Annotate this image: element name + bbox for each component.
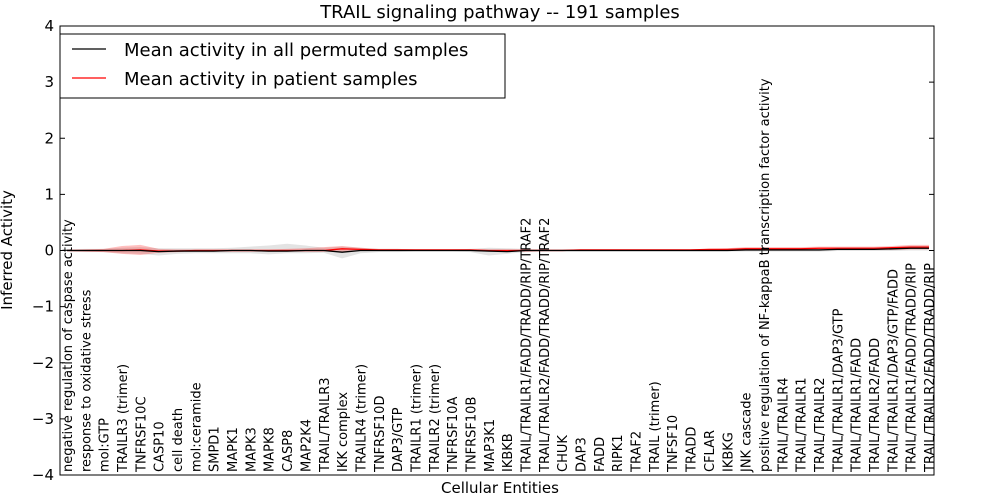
y-tick-label: −2: [32, 354, 54, 372]
x-category-label: cell death: [171, 408, 186, 472]
x-category-label: TRAIL/TRAILR1/DAP3/GTP: [831, 308, 846, 473]
x-category-label: TRAIL/TRAILR2/FADD: [868, 338, 883, 473]
x-category-label: TRAILR1 (trimer): [409, 364, 424, 473]
x-category-label: TRAIL (trimer): [648, 381, 663, 473]
x-category-label: TNFRSF10A: [446, 397, 461, 473]
x-category-label: TRAILR2 (trimer): [428, 364, 443, 473]
lines-group: [67, 246, 929, 253]
x-category-label: TRAIL/TRAILR1/FADD/TRADD/RIP/TRAF2: [520, 218, 535, 473]
legend-box: [59, 33, 506, 99]
x-category-label: MAP2K4: [299, 419, 314, 472]
x-category-label: DAP3: [575, 437, 590, 472]
x-category-label: MAPK8: [263, 427, 278, 472]
x-category-label: TRAILR3 (trimer): [116, 364, 131, 473]
legend-label-permuted: Mean activity in all permuted samples: [124, 40, 468, 61]
x-category-label: mol:GTP: [98, 418, 113, 472]
x-category-label: SMPD1: [208, 426, 223, 472]
x-category-label: TRAIL/TRAILR3: [318, 377, 333, 473]
x-category-label: IKK complex: [336, 392, 351, 472]
y-tick-label: 2: [44, 129, 54, 147]
x-category-label: TRAIL/TRAILR1: [795, 377, 810, 473]
x-category-label: TRADD: [685, 427, 700, 473]
x-category-label: positive regulation of NF-kappaB transcr…: [758, 78, 773, 472]
x-category-label: DAP3/GTP: [391, 407, 406, 472]
y-tick-label: −3: [32, 410, 54, 428]
x-category-label: TNFSF10: [666, 415, 681, 473]
y-tick-label: 0: [44, 242, 54, 260]
chart-title: TRAIL signaling pathway -- 191 samples: [319, 2, 680, 23]
x-category-label: CASP10: [153, 421, 168, 472]
x-category-label: CASP8: [281, 430, 296, 472]
x-category-label: TNFRSF10D: [373, 396, 388, 473]
x-category-label: CHUK: [556, 435, 571, 472]
x-category-label: TRAIL/TRAILR2/FADD/TRADD/RIP/TRAF2: [538, 218, 553, 473]
x-category-label: CFLAR: [703, 430, 718, 472]
x-category-label: MAPK1: [226, 427, 241, 472]
x-category-label: TRAIL/TRAILR2/FADD/TRADD/RIP: [923, 263, 938, 473]
y-tick-label: 1: [44, 185, 54, 203]
x-category-label: MAPK3: [244, 427, 259, 472]
x-category-label: negative regulation of caspase activity: [61, 219, 76, 472]
y-axis-label: Inferred Activity: [0, 190, 16, 310]
x-category-label: mol:ceramide: [189, 382, 204, 472]
x-category-label: TRAIL/TRAILR1/FADD: [850, 338, 865, 473]
x-category-label: TRAIL/TRAILR4: [776, 377, 791, 473]
y-tick-label: 3: [44, 73, 54, 91]
x-category-label: TNFRSF10C: [134, 396, 149, 473]
y-tick-label: −1: [32, 298, 54, 316]
series-line-permuted: [67, 247, 929, 253]
x-category-label: TRAILR4 (trimer): [354, 364, 369, 473]
y-ticks-group: −4 −3 −2 −1 0 1 2 3 4: [32, 17, 934, 484]
x-axis-label: Cellular Entities: [441, 479, 559, 497]
legend-label-patient: Mean activity in patient samples: [124, 69, 418, 90]
x-category-label: MAP3K1: [483, 419, 498, 472]
x-category-label: JNK cascade: [740, 393, 755, 473]
x-category-label: response to oxidative stress: [79, 289, 94, 472]
x-labels-group: negative regulation of caspase activity r…: [61, 78, 938, 473]
x-category-label: RIPK1: [611, 434, 626, 472]
y-tick-label: 4: [44, 17, 54, 35]
x-category-label: IKBKB: [501, 433, 516, 472]
x-category-label: TRAIL/TRAILR2: [813, 377, 828, 473]
legend: Mean activity in all permuted samples Me…: [59, 33, 506, 99]
x-category-label: TRAF2: [630, 431, 645, 473]
x-category-label: FADD: [593, 437, 608, 472]
y-tick-label: −4: [32, 466, 54, 484]
x-category-label: IKBKG: [721, 432, 736, 472]
x-category-label: TRAIL/TRAILR1/FADD/TRADD/RIP: [905, 263, 920, 473]
x-category-label: TNFRSF10B: [464, 397, 479, 473]
x-category-label: TRAIL/TRAILR1/DAP3/GTP/FADD: [886, 269, 901, 473]
